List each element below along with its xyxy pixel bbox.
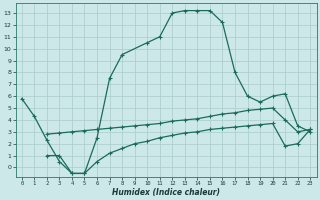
X-axis label: Humidex (Indice chaleur): Humidex (Indice chaleur) <box>112 188 220 197</box>
